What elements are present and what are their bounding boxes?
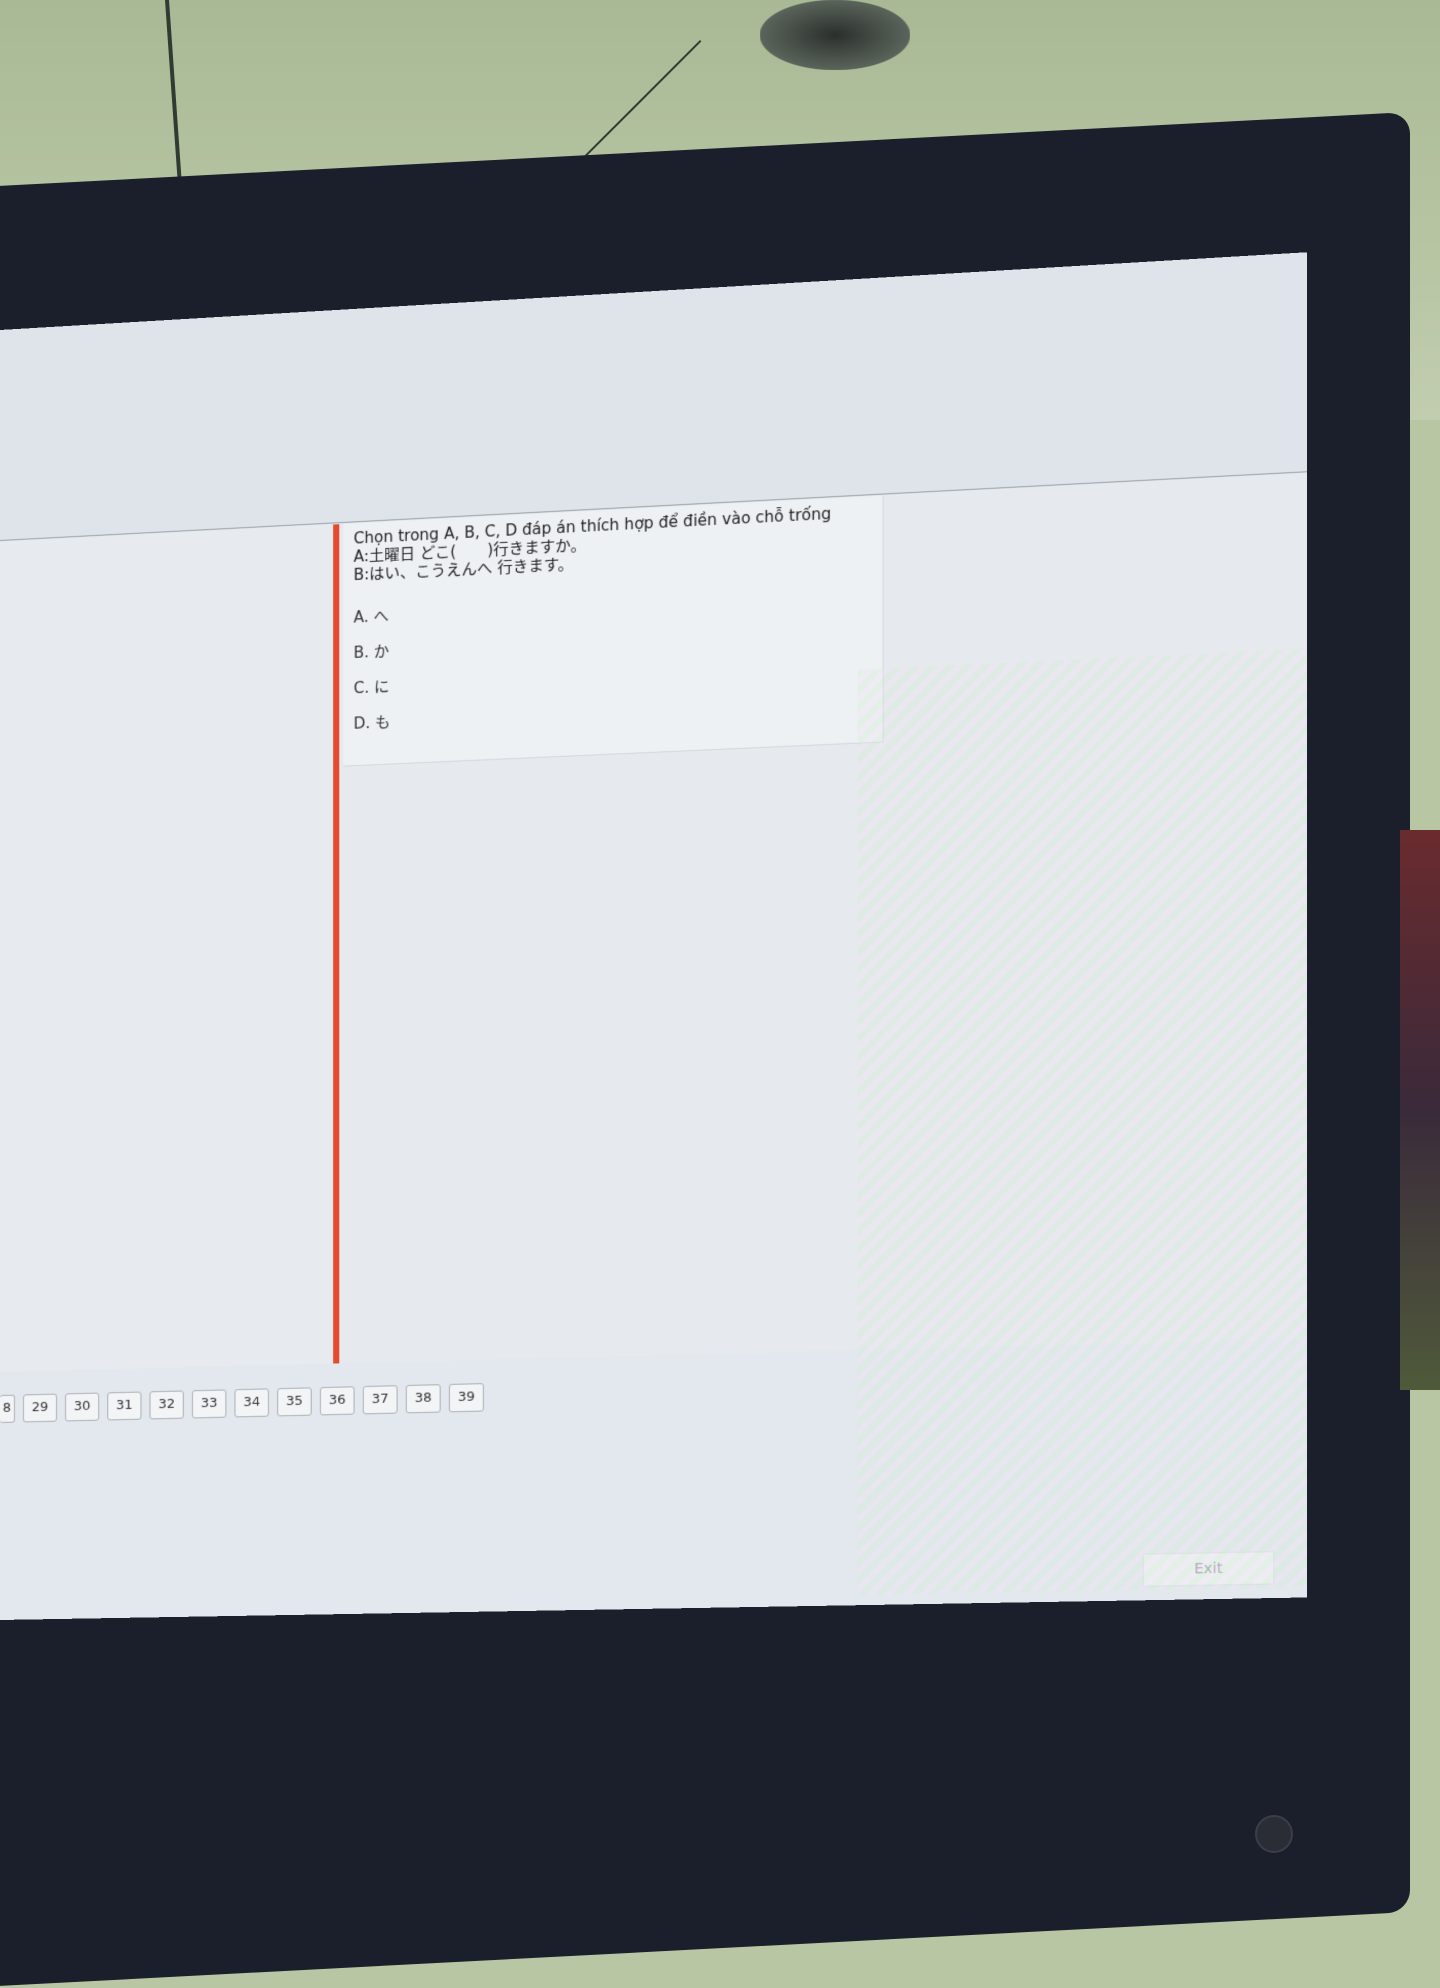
background-object [1400, 830, 1440, 1390]
question-nav-button[interactable]: 35 [277, 1387, 312, 1416]
question-nav-button[interactable]: 29 [23, 1394, 57, 1423]
question-nav-button[interactable]: 8 [0, 1395, 15, 1423]
ceiling-fan [760, 0, 910, 70]
question-nav-button[interactable]: 30 [65, 1393, 99, 1422]
question-nav-button[interactable]: 34 [234, 1388, 269, 1417]
question-nav-button[interactable]: 33 [192, 1389, 226, 1418]
question-navigation: 8 29 30 31 32 33 34 35 36 37 38 39 [0, 1363, 1307, 1455]
question-nav-button[interactable]: 38 [406, 1384, 441, 1413]
exit-button[interactable]: Exit [1143, 1551, 1275, 1587]
answer-options: A. へ B. か C. に D. も [354, 574, 872, 742]
monitor-screen: Chọn trong A, B, C, D đáp án thích hợp đ… [0, 252, 1307, 1620]
question-nav-button[interactable]: 31 [107, 1392, 141, 1421]
question-box: Chọn trong A, B, C, D đáp án thích hợp đ… [343, 496, 883, 767]
question-nav-button[interactable]: 37 [363, 1385, 398, 1414]
question-list-panel [0, 524, 339, 1372]
question-nav-button[interactable]: 39 [449, 1383, 484, 1412]
question-nav-button[interactable]: 32 [150, 1390, 184, 1419]
question-nav-button[interactable]: 36 [320, 1386, 355, 1415]
power-button-icon[interactable] [1255, 1815, 1293, 1853]
